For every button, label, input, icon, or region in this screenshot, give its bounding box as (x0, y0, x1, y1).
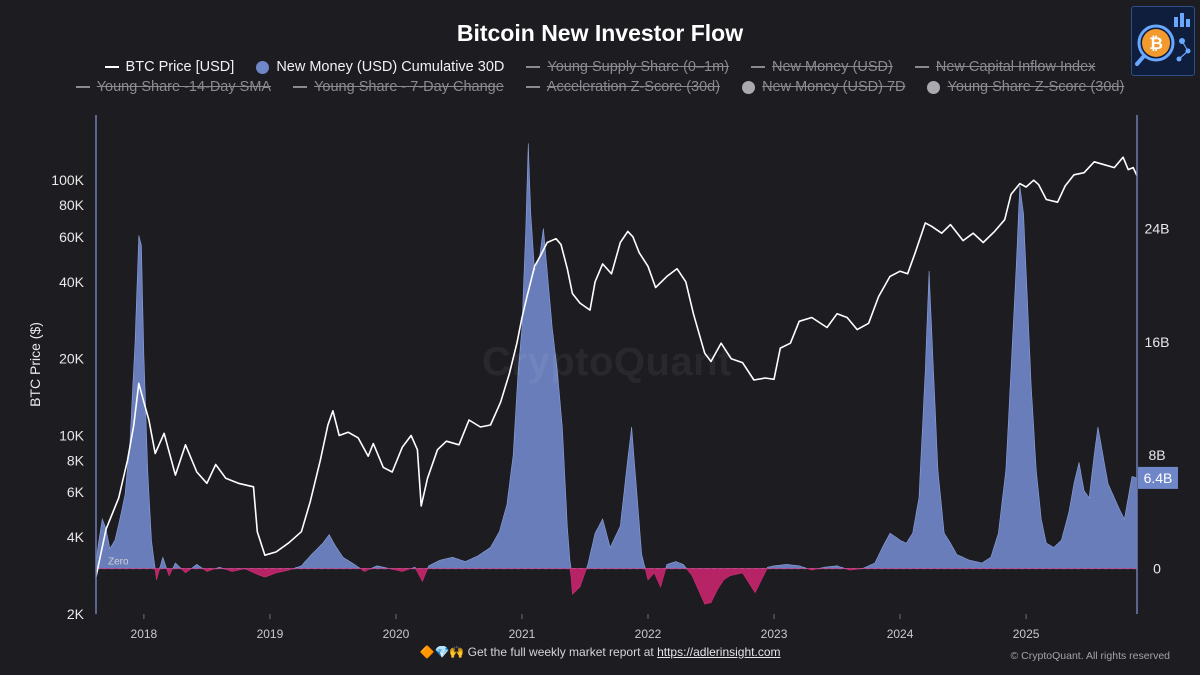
x-tick-label: 2022 (635, 627, 662, 641)
axes: Zero 2K 4K 6K 8K 10K 20K 40K 60K 80K 100K BTC Price… (27, 115, 1178, 641)
left-tick-label: 4K (67, 529, 85, 545)
legend-label: New Capital Inflow Index (935, 59, 1096, 75)
btc-price-line (95, 156, 1138, 577)
footer-emoji: 🔶💎🙌 (419, 645, 465, 659)
x-tick-label: 2018 (131, 627, 158, 641)
footer-link[interactable]: https://adlerinsight.com (657, 645, 781, 659)
x-tick-label: 2025 (1013, 627, 1040, 641)
right-tick-label: 8B (1148, 447, 1165, 463)
copyright: © CryptoQuant. All rights reserved (1010, 650, 1170, 662)
x-tick-label: 2020 (383, 627, 410, 641)
legend-item[interactable]: Young Share Z-Score (30d) (927, 79, 1124, 95)
legend-row-1: BTC Price [USD] New Money (USD) Cumulativ… (0, 59, 1200, 75)
legend-row-2: Young Share -14-Day SMA Young Share - 7-D… (0, 79, 1200, 95)
legend-line-icon (293, 86, 308, 88)
legend-item[interactable]: Young Supply Share (0–1m) (526, 59, 729, 75)
legend-item[interactable]: Acceleration Z-Score (30d) (525, 79, 721, 95)
legend-item[interactable]: Young Share -14-Day SMA (75, 79, 272, 95)
legend-item[interactable]: New Money (USD) Cumulative 30D (256, 59, 504, 75)
right-tick-label: 0 (1153, 561, 1161, 577)
legend-label: New Money (USD) (772, 59, 893, 75)
current-value-tag (1138, 466, 1178, 489)
legend-label: Young Share -14-Day SMA (96, 79, 272, 95)
legend-label: Young Share - 7-Day Change (314, 79, 504, 95)
left-tick-label: 6K (67, 484, 85, 500)
legend-dot-icon (927, 80, 941, 94)
adler-insight-logo: ₿ (1131, 6, 1195, 76)
legend-label: Young Supply Share (0–1m) (547, 59, 729, 75)
footer: 🔶💎🙌 Get the full weekly market report at… (0, 645, 1200, 659)
legend-line-icon (526, 66, 541, 68)
left-tick-label: 8K (67, 452, 85, 468)
x-tick-label: 2024 (887, 627, 914, 641)
left-tick-label: 40K (59, 274, 85, 290)
legend-item[interactable]: Young Share - 7-Day Change (293, 79, 504, 95)
chart-title: Bitcoin New Investor Flow (456, 20, 744, 46)
left-tick-label: 100K (51, 172, 84, 188)
footer-text: Get the full weekly market report at (467, 645, 654, 659)
legend-label: New Money (USD) Cumulative 30D (276, 59, 505, 75)
legend-item[interactable]: New Money (USD) 7D (742, 79, 905, 95)
right-tick-label: 24B (1145, 220, 1170, 236)
legend-line-icon (75, 86, 90, 88)
legend-line-icon (525, 86, 540, 88)
left-tick-label: 60K (59, 229, 85, 245)
new-money-area-series (95, 143, 1138, 605)
right-tick-label: 16B (1145, 334, 1170, 350)
legend-label: BTC Price [USD] (125, 59, 235, 75)
current-value-label: 6.4B (1144, 470, 1173, 486)
legend-line-icon (751, 66, 765, 68)
new-money-negative-area (96, 568, 1137, 605)
x-tick-label: 2021 (509, 627, 536, 641)
left-tick-label: 2K (67, 606, 85, 622)
svg-text:₿: ₿ (1149, 34, 1163, 53)
left-tick-label: 80K (59, 197, 85, 213)
left-axis-title: BTC Price ($) (27, 322, 43, 407)
zero-label: Zero (108, 557, 129, 568)
x-tick-label: 2023 (761, 627, 788, 641)
legend-dot-icon (742, 80, 756, 94)
bitcoin-magnifier-icon: ₿ (1135, 13, 1191, 66)
x-tick-label: 2019 (257, 627, 284, 641)
legend-dot-icon (256, 60, 270, 74)
legend-item[interactable]: New Capital Inflow Index (914, 59, 1096, 75)
legend-label: New Money (USD) 7D (762, 79, 906, 95)
btc-price-series (95, 156, 1138, 577)
legend-item[interactable]: New Money (USD) (751, 59, 893, 75)
left-tick-label: 20K (59, 351, 85, 367)
legend-label: Young Share Z-Score (30d) (947, 79, 1125, 95)
legend-line-icon (104, 66, 119, 68)
legend-line-icon (914, 66, 929, 68)
left-tick-label: 10K (59, 428, 85, 444)
legend-item[interactable]: BTC Price [USD] (104, 59, 235, 75)
legend-label: Acceleration Z-Score (30d) (546, 79, 721, 95)
watermark: CryptoQuant (482, 340, 732, 384)
